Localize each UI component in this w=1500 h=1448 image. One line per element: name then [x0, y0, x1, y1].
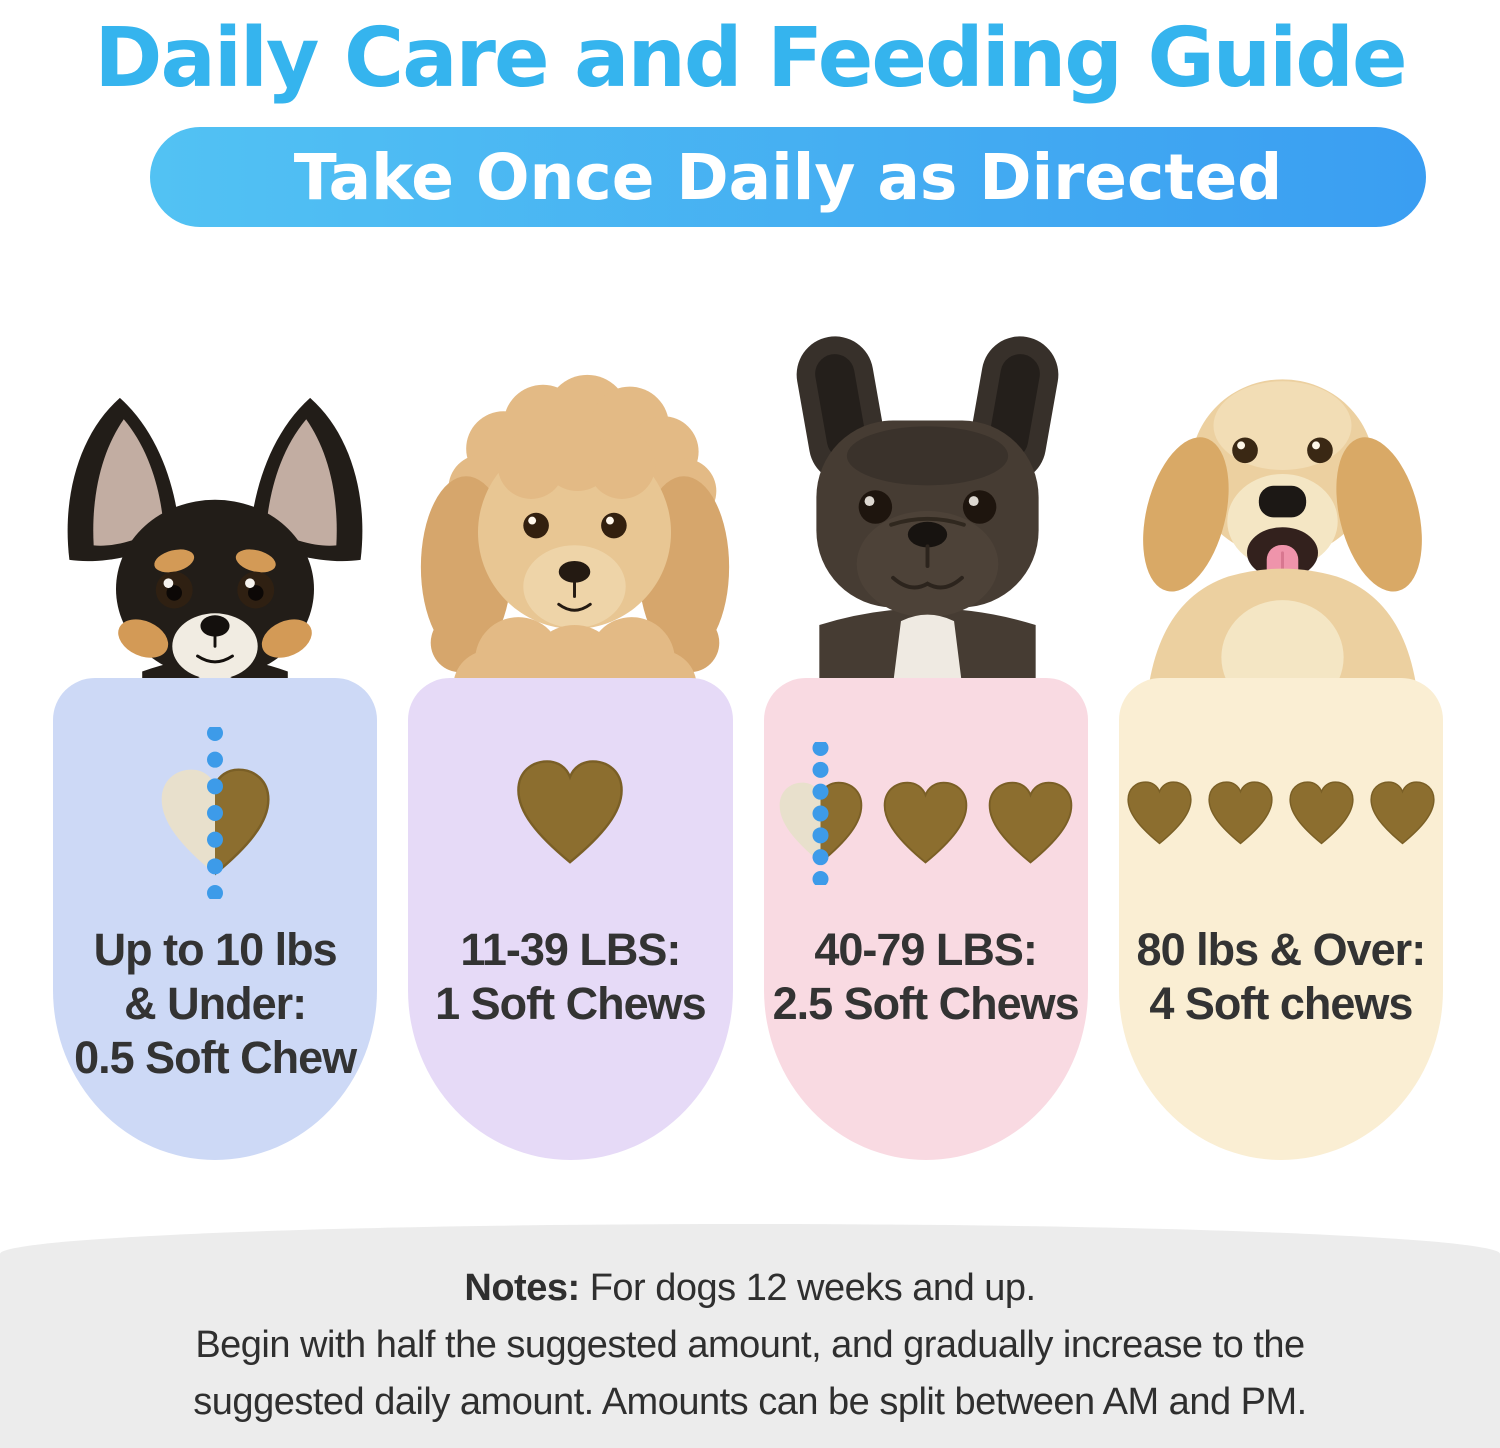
soft-chew-icons [779, 741, 1073, 885]
dosage-banner-text: Take Once Daily as Directed [293, 140, 1283, 214]
dog-photo-golden-retriever [1143, 379, 1422, 682]
weight-card-80-lbs-over: 80 lbs & Over: 4 Soft chews [1118, 678, 1443, 1160]
chew-amount-illustration [153, 713, 277, 913]
soft-chew-icons [161, 727, 270, 899]
notes-panel: Notes: For dogs 12 weeks and up. Begin w… [0, 1224, 1500, 1448]
dog-photo-chihuahua [67, 397, 363, 725]
dog-photo-french-bulldog [796, 336, 1059, 684]
chew-amount-illustration [510, 713, 630, 913]
notes-label: Notes: [464, 1267, 580, 1309]
weight-dose-label: 11-39 LBS: 1 Soft Chews [435, 924, 707, 1029]
notes-line-2: Begin with half the suggested amount, an… [195, 1324, 1305, 1366]
notes-line-3: suggested daily amount. Amounts can be s… [193, 1381, 1307, 1423]
page-title: Daily Care and Feeding Guide [94, 11, 1407, 106]
weight-card-11-39-lbs: 11-39 LBS: 1 Soft Chews [408, 678, 733, 1160]
dog-photo-toy-poodle [420, 374, 730, 690]
weight-card-40-79-lbs: 40-79 LBS: 2.5 Soft Chews [763, 678, 1088, 1160]
weight-dose-label: Up to 10 lbs & Under: 0.5 Soft Chew [74, 924, 357, 1083]
dosage-banner: Take Once Daily as Directed [150, 127, 1426, 227]
soft-chew-icons [1127, 780, 1435, 844]
weight-dose-label: 40-79 LBS: 2.5 Soft Chews [772, 924, 1080, 1029]
weight-dose-label: 80 lbs & Over: 4 Soft chews [1136, 924, 1427, 1029]
chew-amount-illustration [773, 713, 1078, 913]
weight-card-up-to-10-lbs: Up to 10 lbs & Under: 0.5 Soft Chew [53, 678, 378, 1160]
chew-amount-illustration [1123, 713, 1439, 913]
soft-chew-icons [517, 760, 624, 864]
weight-cards-row: Up to 10 lbs & Under: 0.5 Soft Chew 11-39 L… [53, 678, 1443, 1160]
notes-line-1: Notes: For dogs 12 weeks and up. [464, 1267, 1036, 1309]
